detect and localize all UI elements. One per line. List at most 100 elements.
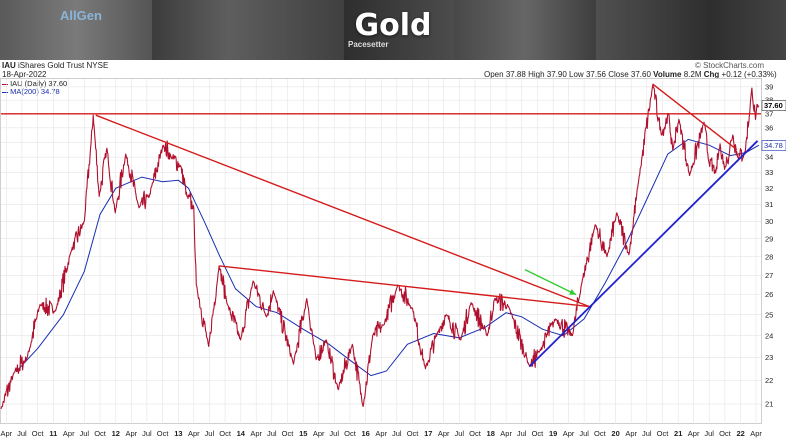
x-tick-label: Jul <box>17 429 27 438</box>
y-tick-label: 27 <box>765 271 773 280</box>
x-tick-label: Apr <box>563 429 575 438</box>
grid-lines <box>1 79 761 424</box>
x-tick-label: Jul <box>517 429 527 438</box>
x-tick-label: 11 <box>49 429 57 438</box>
blue-support-trendline <box>528 140 759 368</box>
x-tick-label: Jul <box>642 429 652 438</box>
y-tick-label: 32 <box>765 184 773 193</box>
x-tick-label: Jul <box>454 429 464 438</box>
legend-price-label: IAU (Daily) 37.60 <box>10 79 68 88</box>
last-price-tag-text: 37.60 <box>764 101 783 110</box>
green-arrow-head <box>569 289 577 295</box>
banner-photo-5 <box>596 0 786 60</box>
x-axis: Apr Jul Oct 11 Apr Jul Oct 12 Apr Jul Oct 13 Apr Jul O… <box>0 429 762 438</box>
x-tick-label: Oct <box>282 429 295 438</box>
banner-photo-4 <box>454 0 596 60</box>
x-tick-label: 19 <box>549 429 557 438</box>
red-trendline <box>95 114 590 308</box>
x-tick-label: 20 <box>611 429 619 438</box>
last-ma-tag <box>761 140 786 151</box>
y-tick-label: 24 <box>765 331 773 340</box>
low-value: 37.56 <box>585 70 606 79</box>
y-tick-label: 34 <box>765 153 773 162</box>
open-label: Open <box>484 70 504 79</box>
x-tick-label: Jul <box>142 429 152 438</box>
x-tick-label: Apr <box>500 429 512 438</box>
x-tick-label: Oct <box>157 429 170 438</box>
x-tick-label: Oct <box>407 429 420 438</box>
last-price-tag <box>761 100 786 111</box>
y-tick-label: 21 <box>765 400 773 409</box>
y-tick-label: 31 <box>765 200 773 209</box>
close-value: 37.60 <box>630 70 651 79</box>
value-tags: 37.60 34.78 <box>761 100 786 151</box>
open-value: 37.88 <box>505 70 526 79</box>
exchange: NYSE <box>86 61 109 70</box>
ma200-line <box>16 138 760 377</box>
y-tick-label: 37 <box>765 109 773 118</box>
y-tick-label: 29 <box>765 234 773 243</box>
y-tick-label: 22 <box>765 376 773 385</box>
x-tick-label: 16 <box>362 429 370 438</box>
legend-ma: MA(200) 34.78 <box>2 87 60 96</box>
chg-label: Chg <box>703 70 720 79</box>
x-tick-label: 21 <box>674 429 682 438</box>
y-tick-label: 39 <box>765 82 773 91</box>
x-tick-label: Apr <box>313 429 325 438</box>
y-tick-label: 33 <box>765 168 773 177</box>
x-tick-label: 14 <box>237 429 246 438</box>
x-tick-label: Jul <box>205 429 215 438</box>
x-tick-label: 18 <box>487 429 495 438</box>
chart-symbol-line: IAU iShares Gold Trust NYSE <box>2 61 108 70</box>
legend-price-swatch <box>2 83 8 85</box>
green-arrow-shaft <box>524 268 577 296</box>
x-tick-label: Oct <box>657 429 670 438</box>
legend-ma-label: MA(200) 34.78 <box>10 87 60 96</box>
x-tick-label: Oct <box>532 429 545 438</box>
symbol: IAU <box>2 61 16 70</box>
x-tick-label: Jul <box>579 429 589 438</box>
close-label: Close <box>608 70 629 79</box>
chart-date: 18-Apr-2022 <box>2 70 47 79</box>
red-trendline <box>219 265 590 308</box>
x-tick-label: Oct <box>469 429 482 438</box>
y-tick-label: 23 <box>765 353 773 362</box>
x-tick-label: Oct <box>94 429 107 438</box>
top-banner: AllGen Pacesetter Gold <box>0 0 786 60</box>
high-value: 37.90 <box>546 70 567 79</box>
volume-label: Volume <box>653 70 682 79</box>
x-tick-label: Oct <box>32 429 45 438</box>
brand-logo-text: AllGen <box>60 8 102 23</box>
x-tick-label: Apr <box>688 429 700 438</box>
x-tick-label: Jul <box>329 429 339 438</box>
watermark: © StockCharts.com <box>694 61 764 70</box>
volume-value: 8.2M <box>683 70 702 79</box>
x-tick-label: 12 <box>112 429 120 438</box>
y-tick-label: 28 <box>765 252 773 261</box>
banner-title: Gold <box>354 8 432 43</box>
x-tick-label: Jul <box>267 429 277 438</box>
x-tick-label: Apr <box>63 429 75 438</box>
x-tick-label: Apr <box>750 429 762 438</box>
x-tick-label: Apr <box>126 429 138 438</box>
security-name: iShares Gold Trust <box>18 61 85 70</box>
y-tick-label: 25 <box>765 310 773 319</box>
x-tick-label: Apr <box>0 429 12 438</box>
x-tick-label: 17 <box>424 429 432 438</box>
x-tick-label: 13 <box>174 429 182 438</box>
x-tick-label: Oct <box>594 429 607 438</box>
pacesetter-text: Pacesetter <box>348 40 389 49</box>
y-tick-label: 26 <box>765 290 773 299</box>
x-tick-label: Oct <box>344 429 357 438</box>
last-ma-tag-text: 34.78 <box>764 141 783 150</box>
legend-ma-swatch <box>2 91 8 93</box>
ohlc-line: Open 37.88 High 37.90 Low 37.56 Close 37… <box>484 70 777 79</box>
x-tick-label: Oct <box>719 429 732 438</box>
red-trendline <box>652 83 738 151</box>
chg-value: +0.12 (+0.33%) <box>721 70 777 79</box>
legend-price: IAU (Daily) 37.60 <box>2 79 67 88</box>
banner-photo-2 <box>152 0 344 60</box>
y-tick-label: 38 <box>765 96 773 105</box>
banner-photo-1: AllGen <box>0 0 152 60</box>
